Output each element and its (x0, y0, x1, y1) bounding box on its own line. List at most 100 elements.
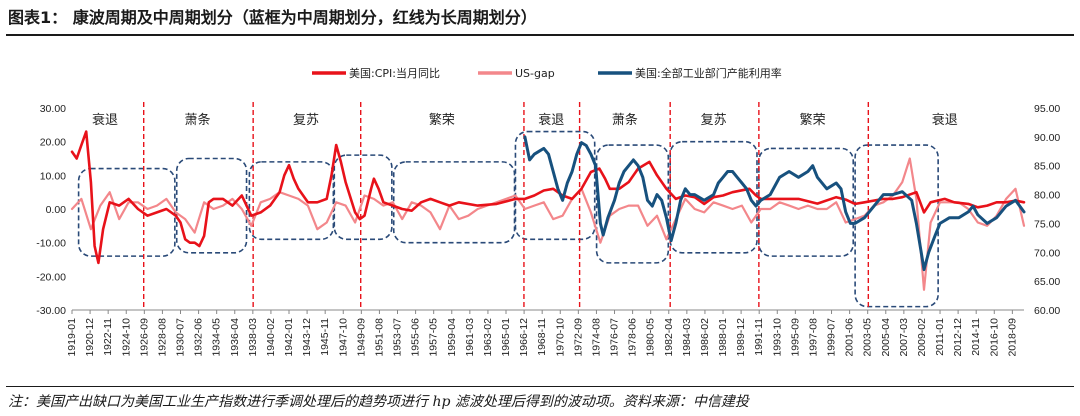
series-lines (70, 130, 1026, 291)
x-tick-label: 1932-06 (193, 318, 205, 357)
x-tick-label: 1930-07 (175, 318, 187, 357)
footnote: 注：美国产出缺口为美国工业生产指数进行季调处理后的趋势项进行 hp 滤波处理后得… (8, 394, 749, 410)
x-tick-label: 1919-01 (66, 318, 78, 357)
x-tick-label: 2003-05 (862, 318, 874, 357)
x-tick-label: 1961-03 (464, 318, 476, 357)
y-right-tick-label: 75.00 (1034, 218, 1060, 230)
x-tick-label: 1995-09 (789, 318, 801, 357)
phase-label: 萧条 (612, 112, 638, 128)
y-left-tick-label: -10.00 (36, 238, 66, 250)
x-tick-label: 2016-10 (988, 318, 1000, 357)
y-right-tick-label: 95.00 (1034, 103, 1060, 115)
x-tick-label: 1920-12 (84, 318, 96, 357)
x-tick-label: 2001-06 (844, 318, 856, 357)
phase-label: 繁荣 (800, 112, 826, 128)
y-right-tick-label: 65.00 (1034, 276, 1060, 288)
x-tick-label: 1999-07 (826, 318, 838, 357)
x-tick-label: 1955-06 (410, 318, 422, 357)
phase-label: 萧条 (184, 112, 210, 128)
medium-cycle-box (758, 147, 855, 257)
cpi-line (70, 130, 1026, 265)
x-tick-label: 1951-08 (373, 318, 385, 357)
x-tick-label: 1989-12 (735, 318, 747, 357)
y-left-tick-label: 30.00 (40, 103, 66, 115)
x-tick-label: 1926-09 (138, 318, 150, 357)
title-rule (6, 34, 1074, 36)
x-tick-label: 1938-03 (247, 318, 259, 357)
y-left-tick-label: 0.00 (46, 204, 67, 216)
x-tick-label: 2009-02 (916, 318, 928, 357)
x-tick-label: 1968-11 (536, 318, 548, 356)
legend: 美国:CPI:当月同比 US-gap 美国:全部工业部门产能利用率 (312, 66, 782, 80)
x-tick-label: 2012-12 (952, 318, 964, 357)
x-tick-label: 1997-08 (807, 318, 819, 357)
figure-title: 图表1： 康波周期及中周期划分（蓝框为中周期划分，红线为长周期划分） (8, 8, 537, 27)
medium-cycle-box (333, 154, 393, 241)
x-tick-label: 1963-02 (482, 318, 494, 357)
x-tick-label: 1936-04 (229, 318, 241, 357)
x-tick-label: 1978-06 (627, 318, 639, 357)
phase-label: 繁荣 (429, 112, 455, 128)
x-tick-label: 1986-02 (699, 318, 711, 357)
chart: 美国:CPI:当月同比 US-gap 美国:全部工业部门产能利用率 30.00 20.… (36, 66, 1060, 357)
x-tick-label: 1943-12 (301, 318, 313, 357)
x-tick-label: 2018-09 (1006, 318, 1018, 357)
medium-cycle-box (514, 130, 596, 241)
y-right-tick-label: 70.00 (1034, 247, 1060, 259)
x-tick-label: 2014-11 (970, 318, 982, 356)
x-tick-label: 2005-04 (880, 318, 892, 357)
x-tick-label: 1991-11 (753, 318, 765, 356)
x-tick-label: 1942-01 (283, 318, 295, 357)
medium-cycle-box (392, 161, 516, 244)
phase-label: 衰退 (538, 112, 564, 128)
x-tick-label: 1953-07 (392, 318, 404, 357)
x-tick-label: 1922-11 (102, 318, 114, 356)
medium-cycle-box (595, 144, 670, 264)
x-tick-label: 1965-01 (500, 318, 512, 357)
x-tick-label: 1966-12 (518, 318, 530, 357)
legend-label-2: US-gap (515, 67, 555, 80)
medium-cycle-box (175, 157, 248, 254)
phase-label: 复苏 (293, 112, 319, 128)
y-left-tick-label: -20.00 (36, 271, 66, 283)
x-tick-label: 1984-03 (681, 318, 693, 357)
phase-label: 复苏 (701, 112, 727, 128)
legend-label-3: 美国:全部工业部门产能利用率 (635, 66, 782, 80)
x-tick-label: 1993-10 (771, 318, 783, 357)
x-tick-label: 1982-04 (663, 318, 675, 357)
x-tick-label: 1980-05 (645, 318, 657, 357)
y-left-tick-label: -30.00 (36, 305, 66, 317)
axes: 30.00 20.00 10.00 0.00 -10.00 -20.00 -30.00 95.… (36, 103, 1060, 357)
x-tick-label: 1947-10 (337, 318, 349, 357)
capacity-utilization-line (523, 135, 1026, 272)
x-tick-label: 1949-09 (355, 318, 367, 357)
y-left-tick-label: 10.00 (40, 170, 66, 182)
bottom-rule (6, 386, 1074, 387)
legend-label-1: 美国:CPI:当月同比 (349, 66, 440, 80)
y-right-tick-label: 90.00 (1034, 132, 1060, 144)
x-tick-label: 1945-11 (319, 318, 331, 356)
x-tick-label: 1974-08 (590, 318, 602, 357)
y-left-tick-label: 20.00 (40, 137, 66, 149)
x-tick-label: 1957-05 (428, 318, 440, 357)
x-tick-label: 2011-01 (934, 318, 946, 356)
medium-cycle-box (248, 161, 335, 241)
long-cycle-dividers (143, 102, 870, 310)
y-right-tick-label: 85.00 (1034, 161, 1060, 173)
x-tick-label: 1959-04 (446, 318, 458, 357)
x-tick-label: 1970-10 (554, 318, 566, 357)
x-tick-label: 1972-09 (572, 318, 584, 357)
medium-cycle-box (669, 140, 758, 254)
y-right-tick-label: 80.00 (1034, 190, 1060, 202)
x-tick-label: 1976-07 (609, 318, 621, 357)
x-tick-label: 2007-03 (898, 318, 910, 357)
x-tick-label: 1940-02 (265, 318, 277, 357)
x-tick-label: 1928-08 (156, 318, 168, 357)
x-tick-label: 1934-05 (211, 318, 223, 357)
phase-label: 衰退 (92, 112, 118, 128)
x-tick-label: 1924-10 (120, 318, 132, 357)
phase-labels: 衰退 萧条 复苏 繁荣 衰退 萧条 复苏 繁荣 衰退 (92, 112, 958, 128)
phase-label: 衰退 (932, 112, 958, 128)
x-tick-label: 1988-01 (717, 318, 729, 357)
y-right-tick-label: 60.00 (1034, 305, 1060, 317)
